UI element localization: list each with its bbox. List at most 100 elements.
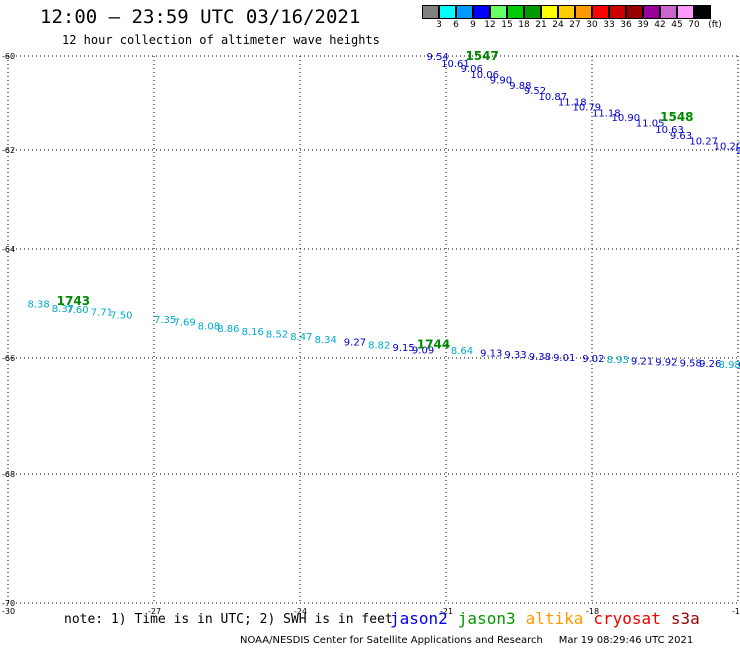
wave-height-value: 11.05 — [636, 119, 665, 130]
wave-height-value: 8.34 — [315, 335, 337, 346]
wave-height-value: 9.63 — [670, 131, 692, 142]
wave-height-value: 9.26 — [699, 359, 721, 370]
legend-swatch — [507, 5, 524, 19]
wave-height-value: 10.27 — [689, 137, 718, 148]
satellite-jason2: jason2 — [390, 609, 448, 628]
pass-id-label: 1744 — [417, 337, 450, 351]
wave-height-value: 8.64 — [451, 346, 473, 357]
wave-height-value: 10.90 — [611, 113, 640, 124]
lat-tick-label: -62 — [2, 146, 15, 155]
satellite-legend: jason2 jason3 altika cryosat s3a — [390, 609, 710, 628]
wave-height-value: 8.47 — [290, 332, 312, 343]
lat-tick-label: -60 — [2, 52, 15, 61]
wave-height-value: 8.93 — [607, 355, 629, 366]
legend-swatch — [439, 5, 456, 19]
satellite-s3a: s3a — [670, 609, 700, 628]
satellite-altika: altika — [525, 609, 584, 628]
wave-height-value: 9.88 — [509, 81, 531, 92]
wave-height-value: 9 — [738, 361, 740, 372]
wave-height-value: 9.15 — [392, 343, 414, 354]
credit-text: NOAA/NESDIS Center for Satellite Applica… — [240, 635, 543, 646]
lon-tick-label: -21 — [440, 607, 453, 616]
legend-swatch — [694, 5, 711, 19]
legend-swatch — [660, 5, 677, 19]
wave-height-value: 9.09 — [412, 345, 434, 356]
legend-swatch — [473, 5, 490, 19]
wave-height-value: 7.60 — [66, 305, 88, 316]
wave-height-value: 7.69 — [173, 317, 195, 328]
legend-label: 36 — [620, 20, 632, 30]
legend-label: 30 — [586, 20, 598, 30]
wave-height-value: 8.38 — [27, 300, 49, 311]
wave-height-value: 8.86 — [217, 324, 239, 335]
wave-height-value: 8.82 — [368, 340, 390, 351]
legend-label: 21 — [535, 20, 547, 30]
legend-label: 6 — [453, 20, 459, 30]
legend-swatch — [524, 5, 541, 19]
legend-swatch — [490, 5, 507, 19]
satellite-jason3: jason3 — [457, 609, 516, 628]
pass-id-label: 1548 — [660, 110, 693, 124]
credit-line: NOAA/NESDIS Center for Satellite Applica… — [240, 635, 693, 646]
wave-height-value: 9.06 — [461, 64, 483, 75]
wave-height-value: 7.35 — [154, 315, 176, 326]
wave-height-value: 9.33 — [504, 350, 526, 361]
legend-swatch — [609, 5, 626, 19]
wave-height-value: 8.37 — [52, 304, 74, 315]
lon-tick-label: -27 — [148, 607, 161, 616]
lat-tick-label: -66 — [2, 354, 15, 363]
wave-height-value: 8.16 — [242, 327, 264, 338]
pass-id-label: 1743 — [57, 294, 90, 308]
wave-height-value: 9.27 — [344, 338, 366, 349]
legend-unit: (ft) — [708, 20, 722, 30]
wave-height-value: 9.90 — [490, 76, 512, 87]
legend-swatch — [677, 5, 694, 19]
wave-height-value: 9.01 — [553, 353, 575, 364]
satellite-cryosat: cryosat — [593, 609, 661, 628]
page-title: 12:00 – 23:59 UTC 03/16/2021 — [40, 6, 361, 28]
wave-height-value: 9.52 — [524, 86, 546, 97]
wave-height-value: 7.71 — [91, 308, 113, 319]
legend-swatch — [456, 5, 473, 19]
legend-label: 39 — [637, 20, 649, 30]
lat-tick-label: -68 — [2, 470, 15, 479]
wave-height-value: 9.02 — [582, 354, 604, 365]
legend-swatch — [643, 5, 660, 19]
lon-tick-label: -24 — [294, 607, 307, 616]
wave-height-value: 10.61 — [441, 59, 470, 70]
wave-height-value: 10.06 — [470, 70, 499, 81]
wave-height-value: 11.18 — [592, 108, 621, 119]
legend-label: 42 — [654, 20, 666, 30]
legend-label: 12 — [484, 20, 496, 30]
lon-tick-label: -18 — [586, 607, 599, 616]
legend-label: 27 — [569, 20, 581, 30]
wave-height-value: 9.58 — [680, 359, 702, 370]
legend-swatch — [626, 5, 643, 19]
legend-swatch — [592, 5, 609, 19]
legend-swatch — [575, 5, 592, 19]
legend-label: 9 — [470, 20, 476, 30]
pass-id-label: 1547 — [465, 49, 498, 63]
legend-label: 70 — [688, 20, 700, 30]
legend-label: 18 — [518, 20, 530, 30]
wave-height-value: 9.92 — [655, 357, 677, 368]
wave-height-value: 8.08 — [198, 321, 220, 332]
legend-label: 24 — [552, 20, 564, 30]
wave-height-value: 10.87 — [538, 92, 567, 103]
legend-swatch — [541, 5, 558, 19]
wave-height-value: 8.98 — [719, 360, 740, 371]
color-legend: 3 6 9 12 15 18 21 24 27 30 33 36 39 42 45 70 (ft) — [422, 5, 722, 33]
lon-tick-label: -15 — [732, 607, 740, 616]
wave-height-value: 7.50 — [110, 310, 132, 321]
page-subtitle: 12 hour collection of altimeter wave hei… — [62, 33, 380, 47]
wave-height-value: 9.13 — [480, 349, 502, 360]
wave-height-value: 10.79 — [573, 102, 602, 113]
legend-labels: 3 6 9 12 15 18 21 24 27 30 33 36 39 42 45 70 (ft) — [422, 19, 722, 33]
wave-height-value: 9.98 — [736, 146, 740, 157]
wave-height-value: 9.54 — [427, 52, 449, 63]
footnote: note: 1) Time is in UTC; 2) SWH is in fe… — [64, 612, 393, 627]
lat-tick-label: -64 — [2, 245, 15, 254]
wave-height-value: 9.38 — [529, 352, 551, 363]
wave-height-value: 10.20 — [714, 141, 740, 152]
